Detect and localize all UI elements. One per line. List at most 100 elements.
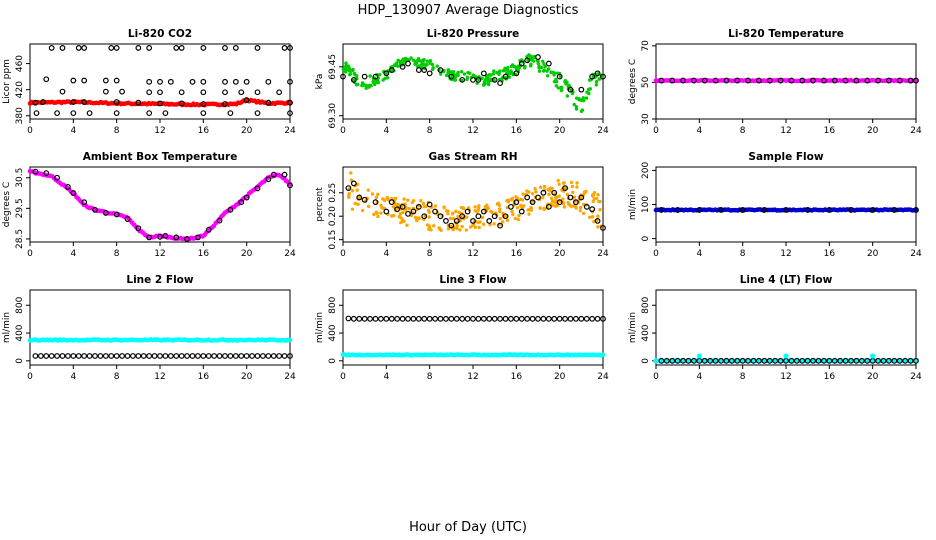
data-point <box>287 45 293 51</box>
data-point <box>102 210 109 216</box>
y-tick-label: 70 <box>641 40 651 52</box>
data-point <box>594 83 599 87</box>
data-point <box>578 208 582 213</box>
y-axis-label: degrees C <box>628 59 638 104</box>
series-upper <box>48 45 293 51</box>
data-point <box>427 210 432 214</box>
x-tick-label: 20 <box>554 372 566 382</box>
data-point <box>113 353 120 359</box>
data-point <box>346 64 351 68</box>
data-point <box>570 91 575 96</box>
data-point <box>518 315 525 322</box>
data-point <box>456 73 460 78</box>
x-tick-label: 16 <box>511 249 523 259</box>
data-point <box>529 315 536 322</box>
data-point <box>525 54 529 59</box>
data-point <box>146 110 153 117</box>
data-point <box>361 73 368 80</box>
data-point <box>373 81 378 85</box>
data-point <box>350 180 357 187</box>
data-point <box>492 78 496 82</box>
x-tick-label: 24 <box>597 249 609 259</box>
data-point <box>254 185 261 192</box>
data-point <box>361 196 368 203</box>
data-point <box>216 353 223 359</box>
data-point <box>355 182 360 187</box>
data-point <box>378 315 384 322</box>
data-point <box>557 182 561 187</box>
data-point <box>572 204 576 208</box>
x-tick-label: 16 <box>824 249 836 259</box>
data-point <box>533 187 537 191</box>
data-point <box>540 189 547 196</box>
data-point <box>421 201 426 206</box>
data-point <box>281 353 288 359</box>
data-point <box>734 357 741 364</box>
data-point <box>480 208 487 215</box>
data-point <box>511 212 515 217</box>
data-point <box>372 212 376 217</box>
series-avg <box>658 357 919 364</box>
data-point <box>361 315 368 322</box>
data-point <box>426 70 433 77</box>
data-point <box>535 54 541 60</box>
data-point <box>821 357 827 364</box>
panel-line4: Line 4 (LT) Flow ml/min 0 4 8 12 16 20 24 0 400 800 <box>628 274 922 382</box>
data-point <box>842 357 849 364</box>
data-point <box>281 171 288 178</box>
series-avg <box>658 207 919 213</box>
data-point <box>498 69 502 73</box>
data-point <box>353 72 357 77</box>
data-point <box>574 206 578 210</box>
data-point <box>347 195 351 200</box>
data-point <box>459 69 464 74</box>
data-point <box>448 73 455 80</box>
data-point <box>573 315 579 322</box>
data-point <box>200 110 207 117</box>
data-point <box>344 67 348 72</box>
data-point <box>589 206 596 213</box>
data-point <box>391 205 396 209</box>
x-tick-label: 16 <box>511 372 523 382</box>
data-point <box>348 68 353 72</box>
data-point <box>124 216 131 222</box>
data-point <box>562 315 568 322</box>
y-tick-label: 0 <box>328 358 338 364</box>
data-point <box>502 73 509 80</box>
x-tick-label: 8 <box>427 126 433 136</box>
data-point <box>545 69 549 73</box>
data-point <box>433 204 438 208</box>
data-point <box>260 353 266 359</box>
data-point <box>589 315 596 322</box>
data-point <box>146 353 153 359</box>
data-point <box>567 86 574 93</box>
data-point <box>54 110 60 117</box>
panel-title: Li-820 Temperature <box>728 28 844 40</box>
x-tick-label: 24 <box>284 372 296 382</box>
y-tick-label: 420 <box>15 81 25 98</box>
data-point <box>431 224 436 228</box>
x-tick-label: 0 <box>653 126 659 136</box>
data-point <box>382 198 387 203</box>
data-point <box>864 77 871 84</box>
data-point <box>588 215 592 220</box>
data-point <box>415 67 422 73</box>
x-tick-label: 12 <box>467 126 478 136</box>
data-point <box>590 215 595 219</box>
data-point <box>788 357 795 364</box>
data-point <box>394 315 401 322</box>
x-tick-label: 20 <box>241 249 253 259</box>
data-point <box>569 204 573 208</box>
data-point <box>178 100 185 107</box>
data-point <box>561 201 566 205</box>
data-point <box>448 315 455 322</box>
data-point <box>396 64 400 68</box>
data-point <box>81 353 88 359</box>
data-point <box>364 83 368 88</box>
data-point <box>394 206 401 213</box>
data-point <box>415 315 422 322</box>
data-point <box>465 75 470 80</box>
data-point <box>227 353 234 359</box>
data-point <box>913 207 919 213</box>
